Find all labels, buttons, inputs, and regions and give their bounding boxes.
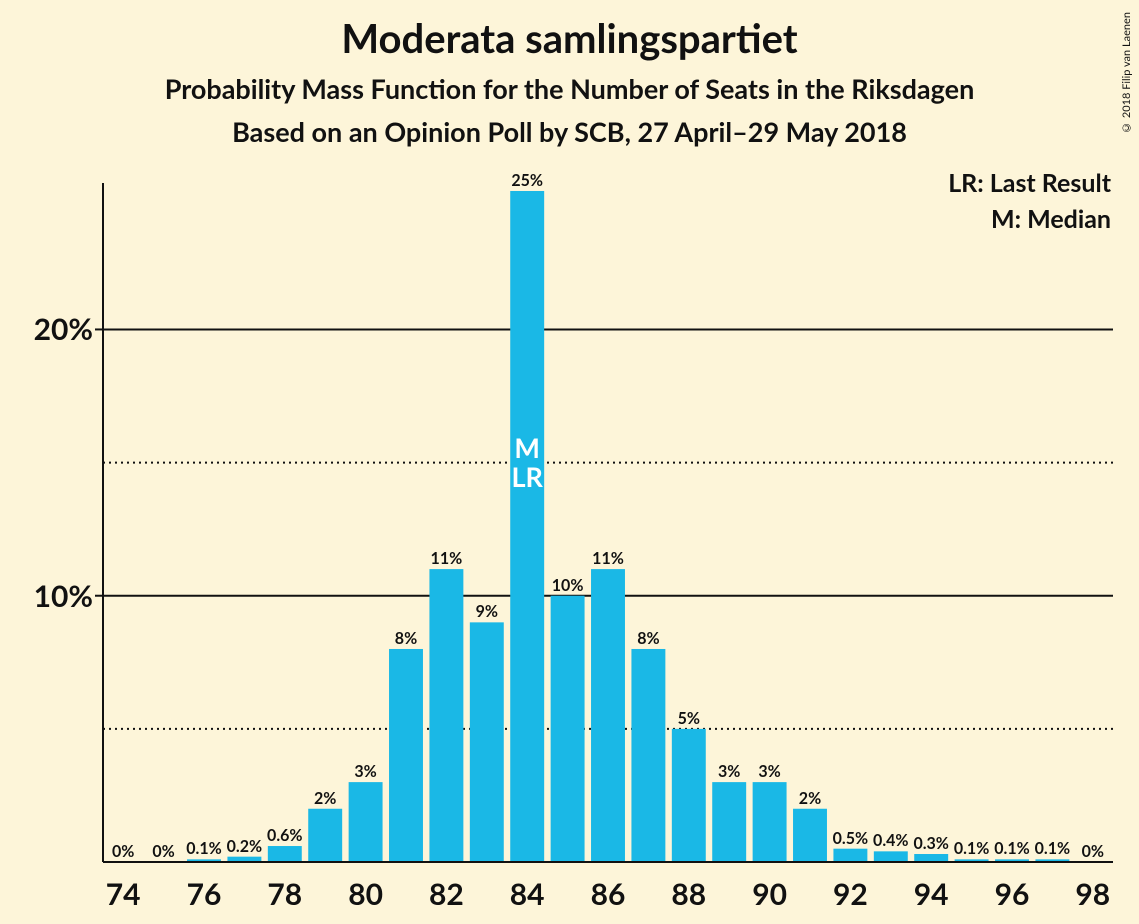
median-marker: MLR (511, 433, 542, 492)
bar-label: 0.1% (186, 839, 221, 858)
x-tick-label: 96 (995, 876, 1030, 912)
bar (470, 622, 504, 862)
bar-label: 2% (314, 789, 336, 808)
bar (631, 649, 665, 862)
bar-label: 0.4% (873, 831, 908, 850)
x-tick-label: 98 (1075, 876, 1110, 912)
subtitle-1: Probability Mass Function for the Number… (0, 72, 1139, 105)
bar (389, 649, 423, 862)
bar (833, 849, 867, 862)
bar-label: 10% (552, 576, 584, 595)
bar-label: 0% (1082, 842, 1104, 861)
bar-label: 11% (592, 549, 624, 568)
plot-area: 10%20%747678808284868890929496980%0%0.1%… (103, 183, 1113, 862)
bar (914, 854, 948, 862)
x-tick-label: 78 (267, 876, 302, 912)
bar (510, 191, 544, 862)
bar-label: 0% (112, 842, 134, 861)
bar-label: 8% (395, 629, 417, 648)
bar-label: 0.1% (1035, 839, 1070, 858)
median-lr: LR (511, 462, 542, 492)
median-m: M (511, 433, 542, 463)
bar-label: 0.5% (833, 829, 868, 848)
bar (551, 596, 585, 862)
bar (793, 809, 827, 862)
bar-label: 3% (718, 762, 740, 781)
bar-label: 25% (511, 171, 543, 190)
x-tick-label: 92 (833, 876, 868, 912)
bar-label: 0.6% (267, 826, 302, 845)
bar (429, 569, 463, 862)
bar (268, 846, 302, 862)
subtitle-2: Based on an Opinion Poll by SCB, 27 Apri… (0, 115, 1139, 148)
bar (591, 569, 625, 862)
title: Moderata samlingspartiet (0, 14, 1139, 62)
bar (308, 809, 342, 862)
bar (874, 851, 908, 862)
y-tick-label: 20% (34, 311, 93, 347)
x-tick-label: 76 (187, 876, 222, 912)
bar-label: 9% (476, 602, 498, 621)
bar-label: 8% (637, 629, 659, 648)
bar (672, 729, 706, 862)
x-tick-label: 74 (106, 876, 141, 912)
titles: Moderata samlingspartiet Probability Mas… (0, 0, 1139, 148)
bar-label: 5% (678, 709, 700, 728)
x-tick-label: 82 (429, 876, 464, 912)
y-tick-label: 10% (34, 578, 93, 614)
bar-label: 0% (152, 842, 174, 861)
bar-label: 2% (799, 789, 821, 808)
bar (753, 782, 787, 862)
x-tick-label: 86 (591, 876, 626, 912)
bar-label: 0.1% (994, 839, 1029, 858)
x-tick-label: 84 (510, 876, 545, 912)
x-tick-label: 90 (752, 876, 787, 912)
bar-label: 0.1% (954, 839, 989, 858)
bar (349, 782, 383, 862)
bar-label: 3% (354, 762, 376, 781)
chart-canvas: Moderata samlingspartiet Probability Mas… (0, 0, 1139, 924)
plot-svg (103, 183, 1113, 862)
bar (712, 782, 746, 862)
bar-label: 0.2% (227, 837, 262, 856)
x-tick-label: 94 (914, 876, 949, 912)
x-tick-label: 88 (671, 876, 706, 912)
bar-label: 11% (431, 549, 463, 568)
bar-label: 3% (758, 762, 780, 781)
bar-label: 0.3% (913, 834, 948, 853)
x-tick-label: 80 (348, 876, 383, 912)
copyright: © 2018 Filip van Laenen (1120, 12, 1133, 134)
